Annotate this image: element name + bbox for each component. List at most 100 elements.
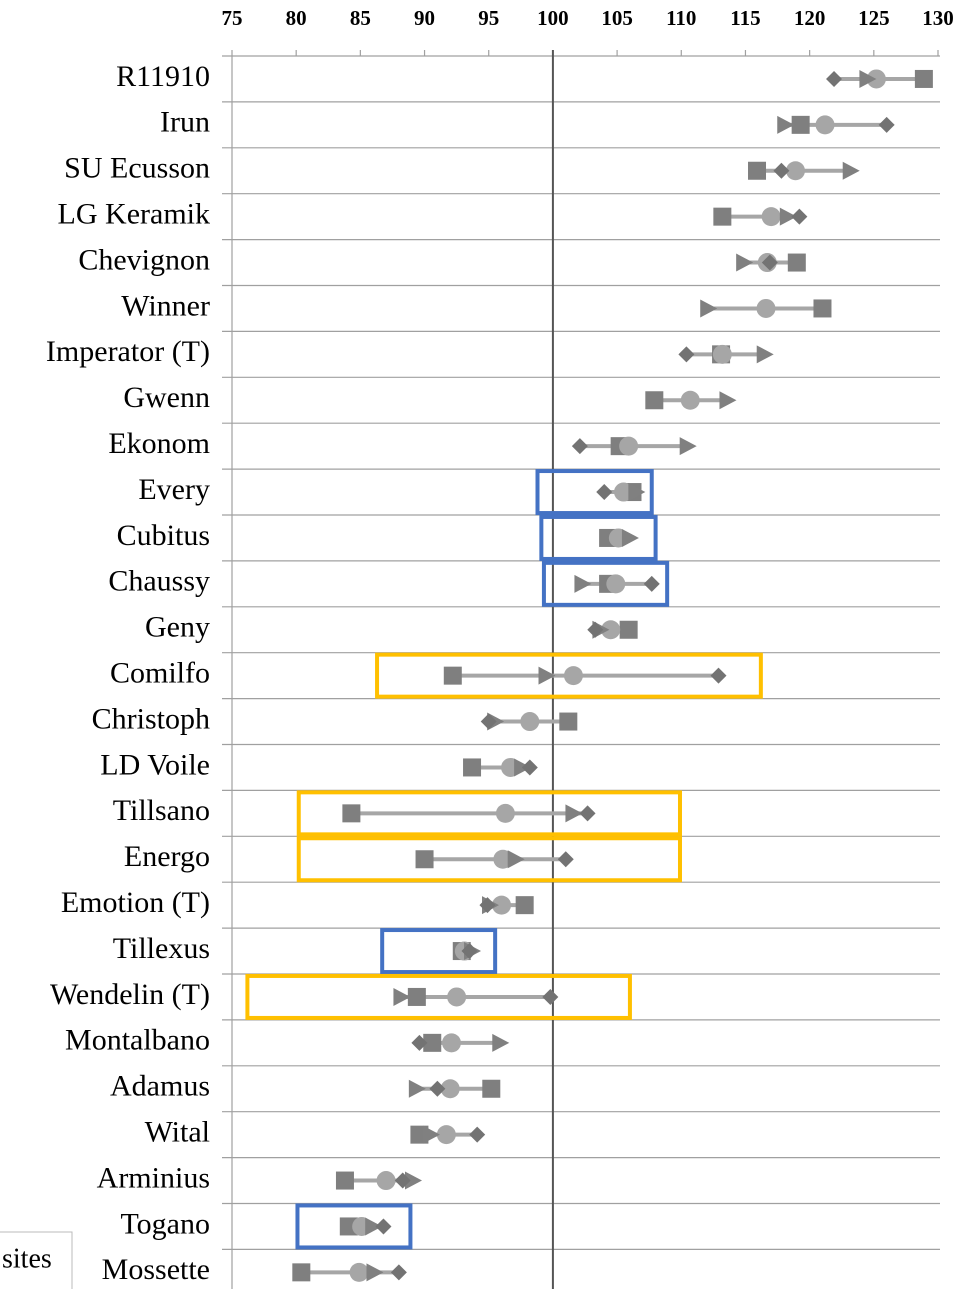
square-marker [645,391,664,410]
circle-marker [815,115,835,135]
triangle-marker [779,207,797,226]
square-marker [423,1033,442,1052]
category-label: Irun [160,106,210,139]
x-tick-label: 95 [478,6,499,30]
circle-marker [520,712,540,732]
x-tick-label: 100 [537,6,569,30]
category-label: LD Voile [100,748,210,781]
category-label: Tillsano [113,794,210,827]
square-marker [407,987,426,1006]
category-label: Ekonom [108,427,210,460]
diamond-marker [479,897,496,914]
category-label: Geny [145,611,210,644]
x-tick-label: 120 [794,6,826,30]
triangle-marker [365,1217,383,1236]
circle-marker [492,895,512,915]
highlight-box [245,973,632,1020]
triangle-marker [408,1079,426,1098]
highlight-box [296,836,682,883]
square-marker [292,1263,311,1282]
triangle-marker [422,1125,440,1144]
highlight-box [535,469,654,516]
diamond-marker [678,346,695,363]
triangle-marker [842,161,860,180]
highlight-box [380,928,498,975]
diamond-marker [390,1264,407,1281]
triangle-marker [719,391,737,410]
diamond-marker [773,162,790,179]
category-label: Montalbano [65,1024,210,1057]
circle-marker [712,344,732,364]
x-tick-label: 125 [858,6,890,30]
circle-marker [601,620,621,640]
category-label: Imperator (T) [46,335,210,368]
triangle-marker [756,345,774,364]
highlight-box [296,790,682,837]
diamond-marker [394,1172,411,1189]
circle-marker [606,574,626,594]
category-label: Every [138,473,210,506]
diamond-marker [480,713,497,730]
category-label: Adamus [110,1070,210,1103]
diamond-marker [429,1080,446,1097]
square-marker [482,1079,501,1098]
category-label: Wital [145,1116,210,1149]
category-label: Gwenn [123,381,210,414]
diamond-marker [878,116,895,133]
x-tick-label: 110 [666,6,696,30]
circle-marker [619,436,639,456]
triangle-marker [679,437,697,456]
category-label: Cubitus [117,519,210,552]
x-tick-label: 85 [350,6,371,30]
x-tick-label: 115 [730,6,760,30]
circle-marker [761,207,781,227]
triangle-marker [492,1033,510,1052]
x-tick-label: 90 [414,6,435,30]
triangle-marker [574,574,592,593]
category-label: Chaussy [108,565,210,598]
highlight-box [295,1203,413,1250]
circle-marker [495,803,515,823]
square-marker [791,115,810,134]
square-marker [515,896,534,915]
triangle-marker [404,1171,422,1190]
category-label: Togano [120,1207,210,1240]
circle-marker [493,849,513,869]
diamond-marker [542,988,559,1005]
triangle-marker [621,528,639,547]
category-label: Wendelin (T) [50,978,210,1011]
square-marker [335,1171,354,1190]
square-marker [415,850,434,869]
circle-marker [786,161,806,181]
x-tick-label: 80 [286,6,307,30]
square-marker [463,758,482,777]
circle-marker [349,1262,369,1282]
diamond-marker [571,438,588,455]
square-marker [787,253,806,272]
diamond-marker [587,621,604,638]
diamond-marker [579,805,596,822]
category-label: Comilfo [110,657,210,690]
category-label: Chevignon [78,243,210,276]
category-label: Mossette [102,1253,210,1286]
category-label: Christoph [92,702,210,735]
diamond-marker [521,759,538,776]
triangle-marker [507,850,525,869]
diamond-marker [826,70,843,87]
triangle-marker [700,299,718,318]
triangle-marker [565,804,583,823]
diamond-marker [596,484,613,501]
diamond-marker [469,1126,486,1143]
diamond-marker [643,575,660,592]
triangle-marker [736,253,754,272]
circle-marker [447,987,467,1007]
circle-marker [680,390,700,410]
category-label: Winner [121,289,210,322]
highlight-box [541,560,670,607]
square-marker [914,69,933,88]
category-label: Emotion (T) [61,886,210,919]
diamond-marker [557,851,574,868]
diamond-marker [791,208,808,225]
square-marker [342,804,361,823]
x-tick-label: 75 [222,6,243,30]
